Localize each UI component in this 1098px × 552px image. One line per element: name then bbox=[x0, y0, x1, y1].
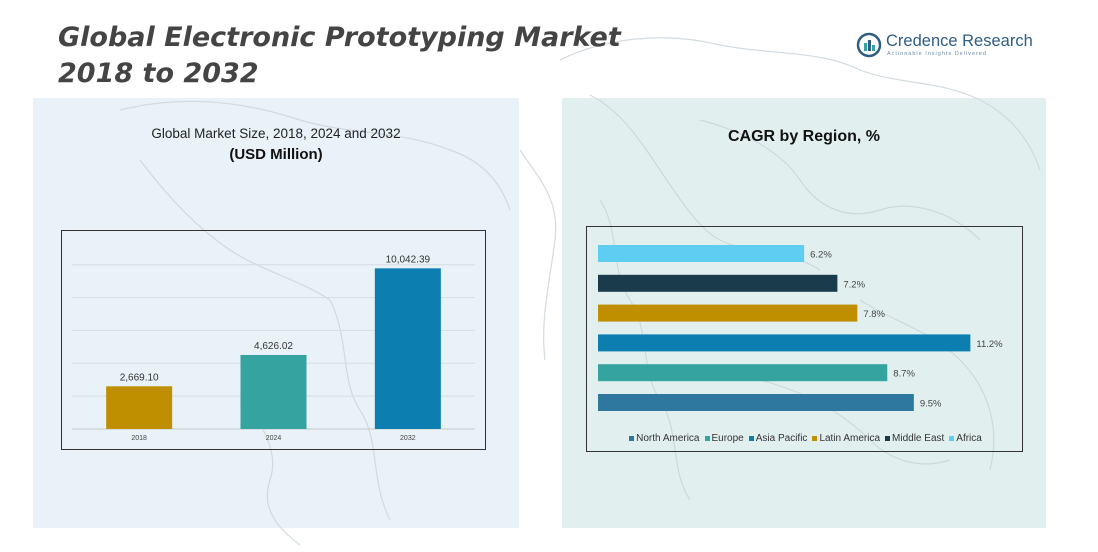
bar-value-label: 9.5% bbox=[920, 399, 942, 410]
bar-value-label: 2,669.10 bbox=[120, 372, 159, 383]
legend-swatch bbox=[885, 436, 891, 441]
legend-label: Europe bbox=[711, 433, 744, 444]
bar-latin-america bbox=[598, 304, 858, 322]
market-size-chart-title: Global Market Size, 2018, 2024 and 2032 bbox=[151, 126, 401, 141]
legend-label: North America bbox=[636, 433, 700, 444]
cagr-chart-title: CAGR by Region, % bbox=[727, 128, 880, 145]
legend-item: Africa bbox=[949, 433, 982, 444]
bar-africa bbox=[598, 245, 805, 262]
market-size-chart: 2,669.10 2018 4,626.02 2024 10,042.39 2032 bbox=[61, 230, 486, 450]
legend-item: Middle East bbox=[885, 433, 944, 444]
bar-value-label: 6.2% bbox=[810, 250, 832, 261]
cagr-chart: 6.2% 7.2% 7.8% 11.2% 8.7% 9.5% North America E… bbox=[586, 226, 1023, 452]
legend-swatch bbox=[949, 436, 955, 441]
logo-name: Credence Research bbox=[886, 32, 1033, 50]
bar-value-label: 11.2% bbox=[976, 339, 1003, 350]
x-tick-label: 2024 bbox=[266, 435, 282, 442]
legend-item: Asia Pacific bbox=[748, 433, 808, 444]
logo-tagline: Actionable Insights Delivered bbox=[887, 51, 987, 57]
legend-label: Africa bbox=[956, 433, 982, 444]
bar-value-label: 10,042.39 bbox=[386, 254, 431, 265]
logo-icon bbox=[856, 32, 882, 58]
market-size-chart-unit: (USD Million) bbox=[229, 146, 323, 163]
legend-swatch bbox=[812, 436, 818, 441]
cagr-legend: North America Europe Asia Pacific Latin Ame… bbox=[587, 433, 1024, 444]
page-title: Global Electronic Prototyping Market 201… bbox=[58, 20, 621, 92]
title-line-1: Global Electronic Prototyping Market bbox=[58, 22, 621, 53]
bar-2032 bbox=[374, 268, 441, 429]
legend-label: Middle East bbox=[892, 433, 945, 444]
credence-research-logo[interactable]: Credence Research Actionable Insights De… bbox=[856, 32, 1033, 62]
legend-item: Europe bbox=[704, 433, 744, 444]
bar-europe bbox=[598, 364, 888, 382]
bar-value-label: 4,626.02 bbox=[254, 341, 293, 352]
legend-swatch bbox=[704, 436, 710, 441]
legend-swatch bbox=[748, 436, 754, 441]
legend-label: Latin America bbox=[819, 433, 881, 444]
title-line-2: 2018 to 2032 bbox=[58, 58, 259, 89]
x-tick-label: 2018 bbox=[131, 435, 147, 442]
bar-asia-pacific bbox=[598, 334, 971, 352]
bar-value-label: 8.7% bbox=[893, 369, 915, 380]
bar-2018 bbox=[106, 386, 173, 429]
bar-middle-east bbox=[598, 274, 838, 292]
market-size-chart-svg: 2,669.10 2018 4,626.02 2024 10,042.39 2032 bbox=[72, 254, 475, 442]
bar-value-label: 7.2% bbox=[843, 279, 865, 290]
cagr-chart-svg: 6.2% 7.2% 7.8% 11.2% 8.7% 9.5% bbox=[598, 245, 1003, 411]
legend-swatch bbox=[629, 436, 635, 441]
legend-label: Asia Pacific bbox=[755, 433, 808, 444]
bar-north-america bbox=[598, 394, 914, 411]
bar-value-label: 7.8% bbox=[863, 309, 885, 320]
legend-item: North America bbox=[629, 433, 700, 444]
bar-2024 bbox=[240, 354, 307, 429]
x-tick-label: 2032 bbox=[400, 435, 416, 442]
legend-item: Latin America bbox=[812, 433, 880, 444]
